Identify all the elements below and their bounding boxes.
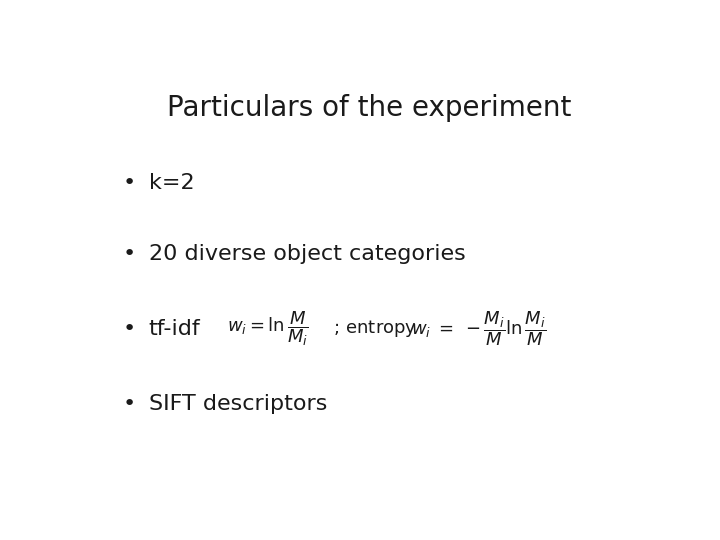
Text: 20 diverse object categories: 20 diverse object categories (148, 244, 465, 264)
Text: •: • (122, 319, 135, 339)
Text: $;\,\mathrm{entropy}$: $;\,\mathrm{entropy}$ (333, 319, 417, 339)
Text: •: • (122, 394, 135, 414)
Text: SIFT descriptors: SIFT descriptors (148, 394, 327, 414)
Text: tf-idf: tf-idf (148, 319, 200, 339)
Text: $w_i = \ln\dfrac{M}{M_i}$: $w_i = \ln\dfrac{M}{M_i}$ (227, 309, 308, 348)
Text: •: • (122, 244, 135, 264)
Text: Particulars of the experiment: Particulars of the experiment (167, 94, 571, 123)
Text: k=2: k=2 (148, 173, 194, 193)
Text: •: • (122, 173, 135, 193)
Text: $w_i \;=\; -\dfrac{M_i}{M}\ln\dfrac{M_i}{M}$: $w_i \;=\; -\dfrac{M_i}{M}\ln\dfrac{M_i}… (411, 309, 546, 348)
